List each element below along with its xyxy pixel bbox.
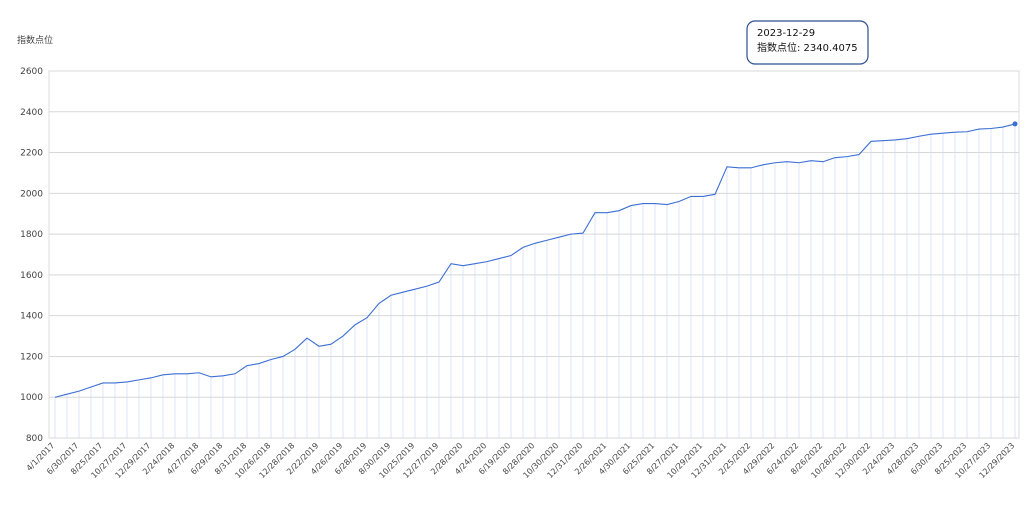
plot-area [48,70,1020,439]
y-tick-label: 2200 [20,149,43,159]
tooltip: 2023-12-29 指数点位: 2340.4075 [746,20,869,65]
tooltip-text: 指数点位: 2340.4075 [757,41,858,54]
y-tick-label: 2600 [20,67,43,77]
tooltip-title: 2023-12-29 [757,28,815,39]
hover-point [1012,121,1018,127]
y-tick-label: 2400 [20,108,43,118]
y-tick-label: 1000 [20,393,43,403]
tooltip-box [746,20,869,65]
data-line [54,123,1016,398]
y-tick-label: 1200 [20,352,43,362]
y-axis-title: 指数点位 [17,34,53,46]
y-tick-label: 1800 [20,230,43,240]
y-tick-label: 1400 [20,312,43,322]
y-tick-label: 2000 [20,189,43,199]
y-tick-label: 1600 [20,271,43,281]
y-tick-label: 800 [26,434,43,444]
